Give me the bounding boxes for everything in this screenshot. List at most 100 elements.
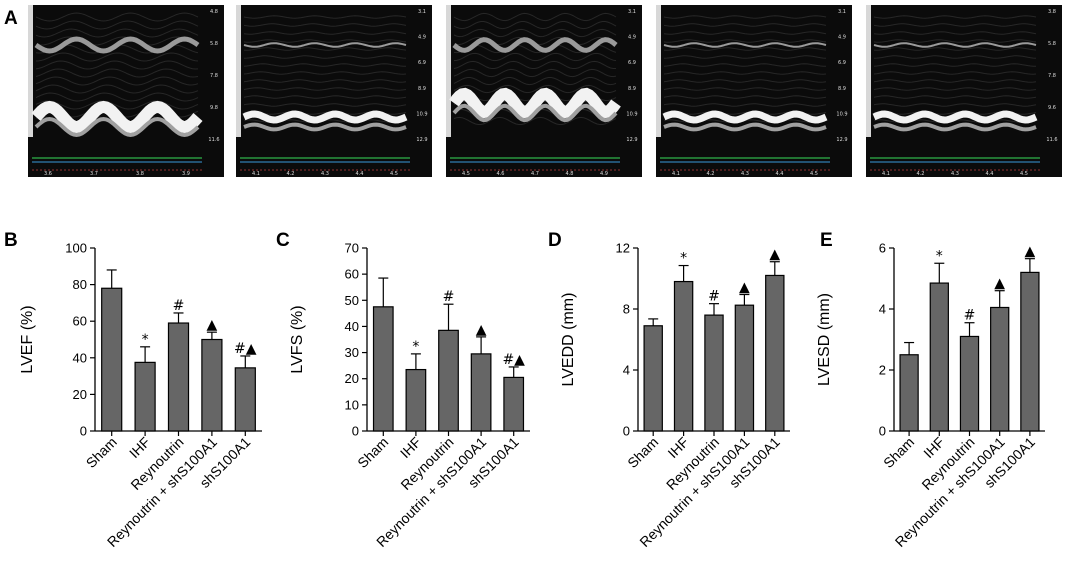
speckle-line [243, 95, 407, 99]
echo-gain-bar [236, 5, 241, 137]
significance-label: # [443, 289, 455, 305]
speckle-line [243, 15, 407, 19]
speckle-line [453, 60, 616, 69]
echo-background [236, 5, 432, 177]
panel-letter-b: B [4, 230, 18, 251]
depth-tick-label: 12.9 [626, 137, 637, 143]
pericardium-line [34, 116, 200, 138]
y-tick-label: 0 [80, 424, 87, 439]
depth-tick-label: 6.9 [628, 60, 636, 66]
time-tick-label: 3.6 [44, 171, 52, 177]
speckle-line [453, 116, 617, 125]
y-tick-label: 0 [879, 424, 886, 439]
y-tick-label: 40 [73, 350, 87, 365]
depth-tick-label: 5.8 [210, 41, 218, 47]
bar [734, 304, 755, 432]
y-tick-label: 10 [345, 397, 359, 412]
speckle-line [873, 15, 1037, 19]
depth-tick-label: 3.1 [418, 9, 426, 15]
speckle-line [243, 31, 407, 35]
category-label: IHF [397, 434, 424, 461]
speckle-line [663, 63, 826, 67]
speckle-line [35, 20, 199, 30]
speckle-line [243, 23, 407, 27]
speckle-line [873, 55, 1037, 59]
speckle-line [243, 103, 407, 107]
depth-tick-label: 12.9 [416, 137, 427, 143]
significance-label: ▲ [476, 322, 487, 338]
time-tick-label: 4.1 [252, 171, 260, 177]
speckle-line [873, 39, 1037, 43]
speckle-line [243, 71, 407, 75]
time-tick-label: 4.8 [566, 171, 574, 177]
time-tick-label: 4.3 [741, 171, 749, 177]
category-label: IHF [126, 434, 153, 461]
bar [470, 353, 492, 432]
speckle-line [873, 95, 1037, 99]
time-tick-label: 4.2 [917, 171, 925, 177]
y-axis-title: LVESD (mm) [816, 293, 833, 386]
depth-tick-label: 5.8 [1048, 41, 1056, 47]
time-tick-label: 4.3 [951, 171, 959, 177]
significance-label: ▲ [1025, 244, 1036, 260]
speckle-line [663, 39, 827, 43]
bar [405, 368, 427, 432]
y-axis-title: LVEF (%) [19, 305, 36, 373]
panel-letter-d: D [548, 230, 562, 251]
y-tick-label: 50 [345, 293, 359, 308]
category-label: Sham [624, 434, 661, 471]
echo-image-1: 4.8 5.8 7.8 9.8 11.6 3.6 3.7 3.8 3.9 [28, 5, 224, 177]
echo-gain-bar [866, 5, 871, 137]
depth-tick-label: 11.6 [1046, 137, 1057, 143]
echo-gain-bar [446, 5, 451, 137]
significance-label: # [173, 298, 185, 314]
speckle-line [873, 63, 1036, 67]
depth-tick-label: 3.8 [1048, 9, 1056, 15]
depth-tick-label: 4.9 [628, 35, 636, 41]
significance-label: #▲ [502, 352, 525, 368]
posterior-wall-band [242, 110, 408, 124]
depth-tick-label: 6.9 [838, 60, 846, 66]
bar [503, 376, 525, 432]
bar [704, 314, 724, 432]
bar [167, 322, 190, 432]
significance-label: # [964, 308, 976, 324]
time-tick-label: 4.4 [356, 171, 364, 177]
speckle-line [453, 77, 617, 86]
time-tick-label: 4.5 [462, 171, 470, 177]
depth-tick-label: 3.1 [628, 9, 636, 15]
speckle-line [663, 55, 827, 59]
y-tick-label: 20 [73, 387, 87, 402]
bar [765, 274, 785, 432]
time-tick-label: 3.7 [90, 171, 98, 177]
pericardium-line [873, 122, 1037, 132]
posterior-wall-band [662, 110, 828, 124]
time-tick-label: 4.2 [707, 171, 715, 177]
depth-tick-label: 8.9 [628, 86, 636, 92]
y-tick-label: 4 [879, 302, 886, 317]
depth-tick-label: 9.8 [210, 105, 218, 111]
septum-line [34, 36, 200, 54]
echo-gain-bar [656, 5, 661, 137]
bar [990, 306, 1010, 432]
speckle-line [35, 28, 199, 38]
significance-label: ▲ [739, 280, 750, 296]
depth-tick-label: 8.9 [838, 86, 846, 92]
speckle-line [453, 68, 617, 78]
depth-tick-label: 8.9 [418, 86, 426, 92]
depth-tick-label: 10.9 [836, 111, 847, 117]
septum-line [243, 42, 407, 48]
speckle-line [35, 52, 199, 62]
depth-tick-label: 7.8 [210, 73, 218, 79]
category-label: Sham [354, 434, 391, 471]
y-tick-label: 80 [73, 277, 87, 292]
speckle-line [663, 103, 827, 107]
y-tick-label: 0 [352, 424, 359, 439]
significance-label: #▲ [234, 341, 257, 357]
y-axis-title: LVFS (%) [289, 305, 306, 373]
time-tick-label: 4.5 [390, 171, 398, 177]
speckle-line [35, 100, 199, 110]
